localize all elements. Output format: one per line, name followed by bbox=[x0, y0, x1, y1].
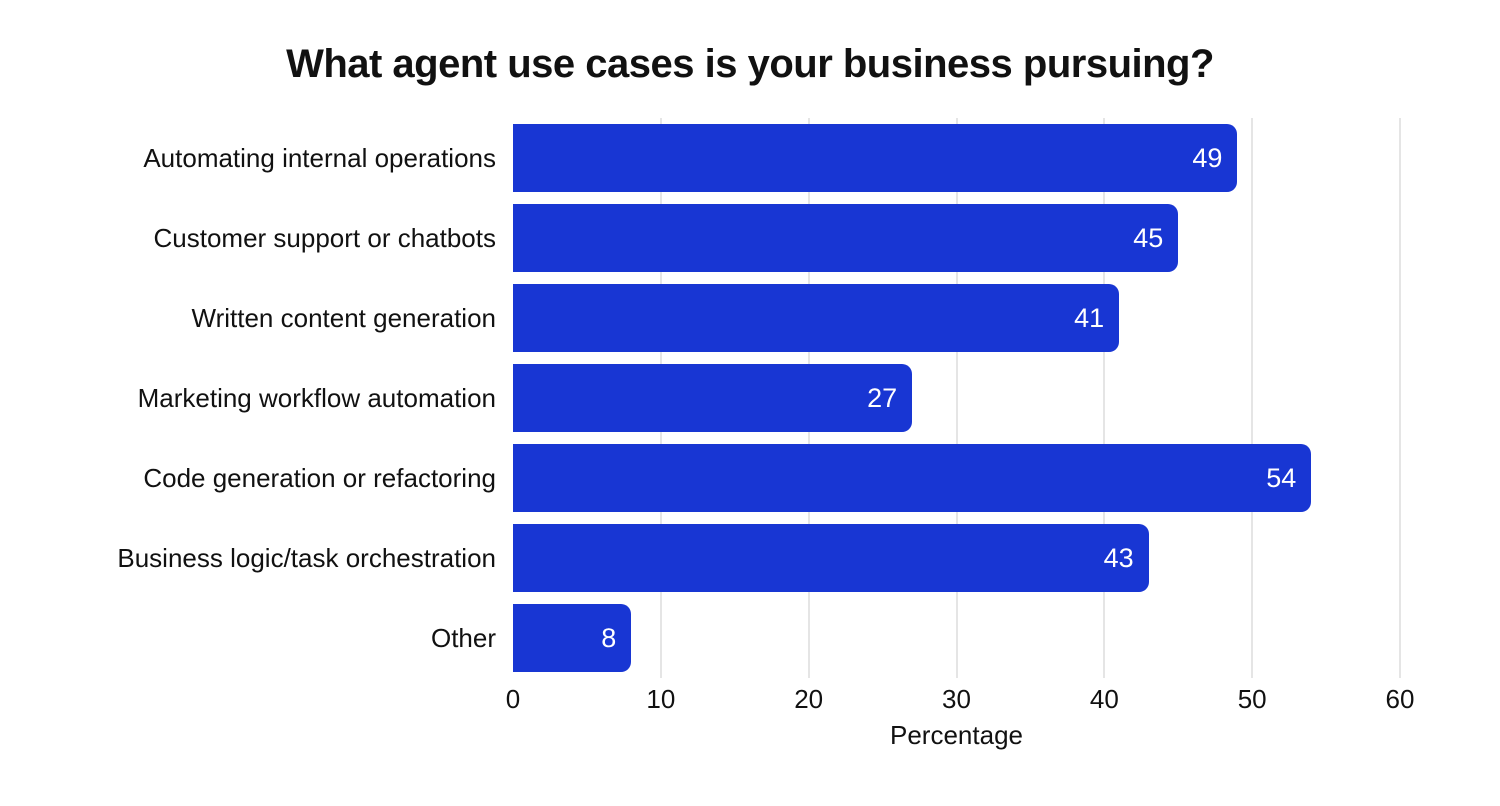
chart-title: What agent use cases is your business pu… bbox=[286, 42, 1214, 86]
category-label: Automating internal operations bbox=[143, 142, 496, 173]
category-label: Other bbox=[430, 622, 496, 653]
bar: 54 bbox=[513, 444, 1312, 512]
bar-track: 45 bbox=[513, 198, 1400, 278]
category-label: Code generation or refactoring bbox=[143, 462, 496, 493]
gridline-40 bbox=[1103, 118, 1106, 678]
bar: 41 bbox=[513, 284, 1120, 352]
bar-row: Marketing workflow automation 27 bbox=[0, 358, 1500, 438]
bar: 43 bbox=[513, 524, 1149, 592]
category-label: Customer support or chatbots bbox=[153, 222, 497, 253]
gridline-50 bbox=[1251, 118, 1254, 678]
bar-track: 49 bbox=[513, 118, 1400, 198]
bar-row: Business logic/task orchestration 43 bbox=[0, 518, 1500, 598]
bar: 8 bbox=[513, 604, 632, 672]
bar-value-label: 41 bbox=[1074, 302, 1105, 333]
x-tick-label: 10 bbox=[646, 684, 676, 714]
bar: 49 bbox=[513, 124, 1238, 192]
category-label: Written content generation bbox=[191, 302, 496, 333]
bar-row: Other 8 bbox=[0, 598, 1500, 678]
bar-value-label: 54 bbox=[1266, 462, 1297, 493]
x-tick-label: 30 bbox=[942, 684, 971, 714]
bar-track: 54 bbox=[513, 438, 1400, 518]
bar-value-label: 27 bbox=[867, 382, 898, 413]
x-tick-label: 60 bbox=[1385, 684, 1415, 714]
gridline-60 bbox=[1399, 118, 1401, 678]
bar-row: Customer support or chatbots 45 bbox=[0, 198, 1500, 278]
bar-chart: Automating internal operations 49 Customer… bbox=[0, 118, 1500, 678]
bar-track: 27 bbox=[513, 358, 1400, 438]
gridline-30 bbox=[955, 118, 958, 678]
x-tick-label: 20 bbox=[794, 684, 824, 714]
bar-value-label: 8 bbox=[601, 622, 617, 653]
bar-value-label: 43 bbox=[1103, 542, 1134, 573]
category-label: Marketing workflow automation bbox=[137, 382, 496, 413]
bar: 45 bbox=[513, 204, 1179, 272]
bar-track: 43 bbox=[513, 518, 1400, 598]
x-tick-label: 50 bbox=[1237, 684, 1267, 714]
bar-rows: Automating internal operations 49 Customer… bbox=[0, 118, 1500, 678]
category-label: Business logic/task orchestration bbox=[117, 542, 496, 573]
bar-value-label: 49 bbox=[1192, 142, 1223, 173]
bar-value-label: 45 bbox=[1133, 222, 1164, 253]
bar-track: 8 bbox=[513, 598, 1400, 678]
bar: 27 bbox=[513, 364, 913, 432]
bar-row: Written content generation 41 bbox=[0, 278, 1500, 358]
x-axis: 0 10 20 30 40 50 60 bbox=[506, 684, 1415, 718]
bar-track: 41 bbox=[513, 278, 1400, 358]
x-axis-title: Percentage bbox=[890, 720, 1023, 750]
bar-row: Automating internal operations 49 bbox=[0, 118, 1500, 198]
x-tick-label: 40 bbox=[1089, 684, 1119, 714]
x-tick-label: 0 bbox=[505, 684, 521, 714]
bar-row: Code generation or refactoring 54 bbox=[0, 438, 1500, 518]
